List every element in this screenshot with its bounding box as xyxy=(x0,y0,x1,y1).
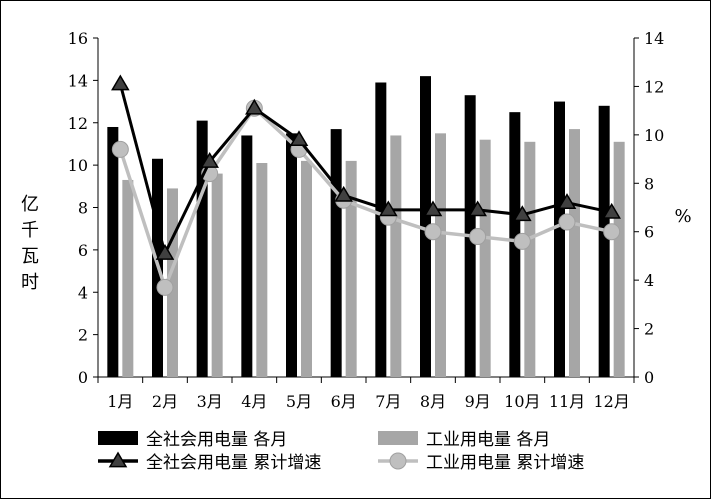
y-tick-label: 16 xyxy=(68,29,88,48)
y-tick-label: 8 xyxy=(78,199,88,218)
legend-swatch-total-monthly xyxy=(98,431,138,445)
y-tick-label: 12 xyxy=(68,114,88,133)
x-tick-label: 9月 xyxy=(465,392,491,411)
point-total-cumulative xyxy=(468,200,487,217)
y-tick-label: 4 xyxy=(78,283,88,302)
y-tick-label: 0 xyxy=(78,368,88,387)
point-industrial-cumulative xyxy=(513,232,531,250)
bar-industrial-monthly xyxy=(211,173,223,377)
point-total-cumulative xyxy=(155,244,175,260)
bar-industrial-monthly xyxy=(524,141,536,377)
y-tick-label: 14 xyxy=(68,71,88,90)
point-industrial-cumulative xyxy=(558,213,576,231)
bar-total-monthly xyxy=(375,82,387,378)
y2-tick-label: 4 xyxy=(644,271,654,290)
x-tick-label: 6月 xyxy=(331,392,357,411)
legend-swatch-industrial-monthly xyxy=(378,431,418,445)
bar-total-monthly xyxy=(420,76,431,377)
bar-industrial-monthly xyxy=(613,141,625,377)
point-industrial-cumulative xyxy=(424,223,442,241)
bar-total-monthly xyxy=(286,133,297,377)
point-industrial-cumulative xyxy=(156,278,174,296)
y-axis-label: 亿千瓦时 xyxy=(21,194,39,293)
legend-label: 工业用电量 累计增速 xyxy=(426,453,584,473)
bar-industrial-monthly xyxy=(479,139,491,377)
bar-industrial-monthly xyxy=(345,160,357,377)
point-industrial-cumulative xyxy=(469,228,487,246)
bar-total-monthly xyxy=(241,135,253,377)
x-tick-label: 1月 xyxy=(107,392,133,411)
point-total-cumulative xyxy=(379,200,398,217)
y2-tick-label: 2 xyxy=(644,320,654,339)
y-tick-label: 2 xyxy=(78,326,88,345)
point-total-cumulative xyxy=(289,130,309,147)
y-tick-label: 10 xyxy=(68,156,88,175)
bar-industrial-monthly xyxy=(569,129,580,377)
x-tick-label: 3月 xyxy=(197,392,223,411)
tick-labels: 0 2 4 6 8 10 12 14 16 0 2 4 6 8 10 12 14 1月 2月 3月 4月 5月 6月 7月 8月… xyxy=(68,29,665,411)
legend-label: 全社会用电量 累计增速 xyxy=(146,453,321,473)
x-tick-label: 5月 xyxy=(286,392,312,411)
x-tick-label: 12月 xyxy=(593,392,629,411)
legend-swatch-total-cumulative xyxy=(98,451,138,468)
bar-industrial-monthly xyxy=(122,179,134,377)
x-tick-label: 2月 xyxy=(152,392,178,411)
bar-total-monthly xyxy=(330,129,342,377)
bar-industrial-monthly xyxy=(301,160,312,377)
y2-tick-label: 14 xyxy=(644,29,664,48)
bar-industrial-monthly xyxy=(167,188,178,377)
axes xyxy=(93,37,639,383)
point-total-cumulative xyxy=(245,98,264,115)
y2-tick-label: 0 xyxy=(644,368,654,387)
bar-industrial-monthly xyxy=(256,163,268,377)
y2-axis-label: % xyxy=(674,206,691,227)
y2-tick-label: 10 xyxy=(644,126,664,145)
y-tick-label: 6 xyxy=(78,241,88,260)
y2-tick-label: 12 xyxy=(644,77,664,96)
bar-industrial-monthly xyxy=(435,133,446,377)
point-total-cumulative xyxy=(334,185,353,202)
y2-tick-label: 8 xyxy=(644,174,654,193)
point-industrial-cumulative xyxy=(603,223,621,241)
lines xyxy=(111,74,621,296)
point-total-cumulative xyxy=(513,205,532,222)
x-tick-label: 4月 xyxy=(241,392,267,411)
x-tick-label: 7月 xyxy=(375,392,401,411)
legend-label: 全社会用电量 各月 xyxy=(146,430,287,450)
point-total-cumulative xyxy=(557,193,577,210)
bar-total-monthly xyxy=(196,120,208,377)
legend-swatch-industrial-cumulative xyxy=(378,452,418,470)
point-total-cumulative xyxy=(111,74,130,91)
y2-tick-label: 6 xyxy=(644,223,654,242)
bar-industrial-monthly xyxy=(390,135,402,377)
point-total-cumulative xyxy=(200,152,219,168)
x-tick-label: 11月 xyxy=(549,392,585,411)
point-total-cumulative xyxy=(423,200,443,217)
line-total-cumulative xyxy=(118,83,612,256)
point-industrial-cumulative xyxy=(111,140,129,158)
legend-label: 工业用电量 各月 xyxy=(426,430,550,450)
bar-total-monthly xyxy=(107,126,119,377)
bar-total-monthly xyxy=(598,105,610,378)
bar-total-monthly xyxy=(554,101,565,377)
x-tick-label: 10月 xyxy=(504,392,540,411)
point-total-cumulative xyxy=(602,202,621,219)
x-tick-label: 8月 xyxy=(420,392,446,411)
